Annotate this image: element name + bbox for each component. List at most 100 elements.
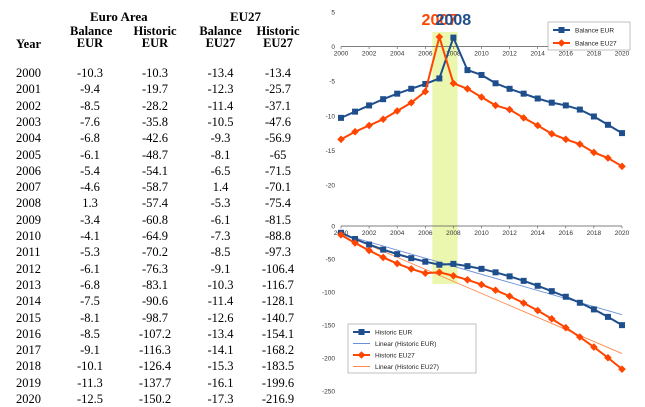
value-cell: -15.3 [207,359,234,374]
table-row: 2009 -3.4 -60.8 -6.1 -81.5 [0,212,310,228]
data-point [491,286,500,295]
data-point [492,80,499,87]
data-point [464,263,471,270]
data-point [492,269,499,276]
data-point [590,148,598,157]
data-point [337,231,345,239]
value-cell: -81.5 [264,212,292,227]
data-point [533,121,542,130]
data-point [519,299,528,307]
value-cell: -7.5 [80,294,100,309]
value-cell: -13.4 [264,66,292,80]
value-cell: -57.4 [141,196,169,211]
value-cell: -6.5 [210,163,231,178]
value-cell: -7.6 [80,114,100,129]
data-table: Euro Area EU27 Year Balance EUR Historic… [0,0,310,406]
data-point [534,95,541,102]
value-cell: -12.6 [207,310,234,325]
y-tick-label: -15 [326,148,336,155]
value-cell: -13.4 [207,66,234,80]
legend-marker [358,329,365,335]
value-cell: -11.4 [207,294,234,309]
x-tick-label: 2006 [418,230,433,237]
col-header-year-label: Year [16,37,41,51]
year-cell: 2006 [16,163,41,178]
x-tick-label: 2012 [502,230,517,237]
value-cell: -58.7 [141,180,169,195]
data-point [408,255,415,262]
data-point [338,114,344,121]
value-cell: -6.8 [80,131,100,146]
table-row: 2014 -7.5 -90.6 -11.4 -128.1 [0,293,310,309]
value-cell: -54.1 [141,163,169,178]
value-cell: -150.2 [138,392,172,406]
value-cell: 1.4 [212,180,229,195]
year-cell: 2012 [16,261,41,276]
year-cell: 2002 [16,98,41,113]
table-row: 2011 -5.3 -70.2 -8.5 -97.3 [0,244,310,260]
data-point [380,96,387,103]
y-tick-label: -20 [326,183,336,190]
x-tick-label: 2006 [418,51,433,58]
value-cell: -107.2 [138,326,172,341]
year-cell: 2016 [16,326,41,341]
value-cell: -37.1 [264,98,292,113]
value-cell: -83.1 [141,277,169,292]
year-cell: 2004 [16,131,41,146]
data-point [450,260,457,267]
value-cell: -5.4 [80,163,100,178]
y-tick-label: 0 [331,224,335,231]
value-cell: -6.1 [210,212,231,227]
year-cell: 2009 [16,212,41,227]
year-cell: 2011 [16,245,41,260]
value-cell: -168.2 [261,343,295,358]
x-tick-label: 2020 [615,51,630,58]
value-cell: -88.8 [264,229,292,243]
value-cell: -199.6 [261,375,295,390]
y-tick-label: -100 [322,290,335,297]
data-point [408,85,415,92]
data-point [604,353,612,362]
data-point [506,85,513,92]
data-point [477,93,486,101]
value-cell: -10.3 [207,277,234,292]
col-header-historic-eu27: Historic EU27 [252,24,304,50]
x-tick-label: 2018 [587,230,602,237]
table-row: 2005 -6.1 -48.7 -8.1 -65 [0,147,310,163]
legend-marker [357,351,366,359]
x-tick-label: 2004 [390,230,405,237]
x-tick-label: 2012 [502,51,517,58]
value-cell: -13.4 [207,326,234,341]
y-tick-label: -150 [322,323,335,330]
value-cell: -8.1 [210,147,231,162]
value-cell: -5.3 [210,196,231,211]
col-header-line1: Historic [256,24,300,38]
data-point [533,306,542,315]
year-cell: 2014 [16,294,41,309]
x-tick-label: 2002 [362,51,377,58]
data-point [365,121,373,130]
value-cell: -11.3 [77,375,103,390]
year-cell: 2001 [16,82,41,97]
value-cell: 1.3 [82,196,98,211]
value-cell: -10.5 [207,114,234,129]
value-cell: -11.4 [207,98,234,113]
value-cell: -116.3 [139,343,171,358]
data-point [619,130,625,137]
data-point [422,80,429,87]
data-point [576,106,583,113]
group-header-euro-area: Euro Area [90,9,148,24]
data-point [590,343,598,351]
table-row: 2010 -4.1 -64.9 -7.3 -88.8 [0,228,310,244]
value-cell: -3.4 [80,212,100,227]
col-header-line2: EU27 [205,36,236,50]
data-point [604,313,611,320]
data-point [352,236,359,243]
data-point [491,101,500,110]
data-point [394,251,401,258]
table-row: 2012 -6.1 -76.3 -9.1 -106.4 [0,261,310,277]
value-cell: -70.1 [264,180,292,195]
value-cell: -28.2 [141,98,169,113]
value-cell: -6.8 [80,277,100,292]
data-point [463,275,472,284]
